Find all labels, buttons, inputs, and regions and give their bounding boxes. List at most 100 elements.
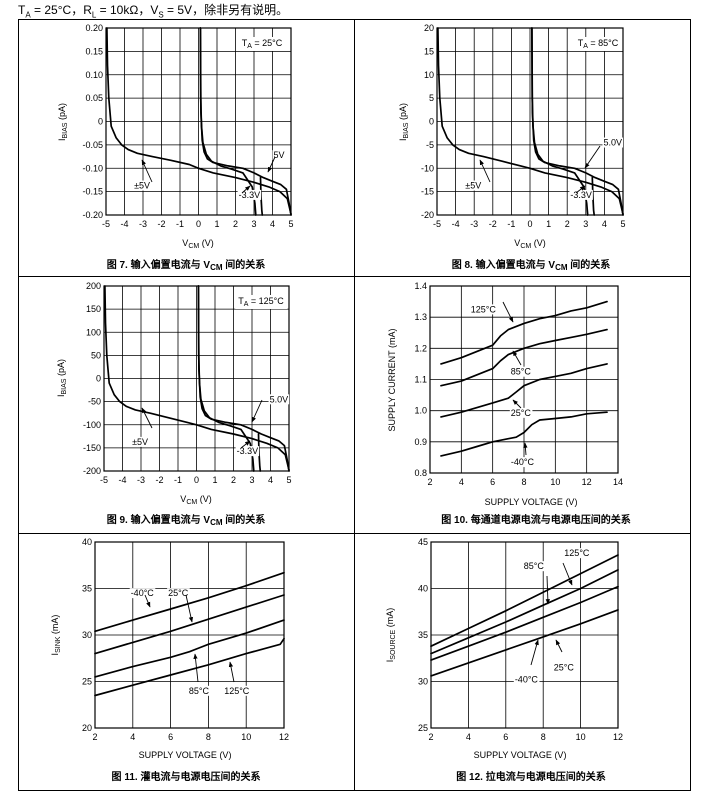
figure-caption: 图 11. 灌电流与电源电压间的关系 <box>112 770 261 783</box>
annotation-background <box>167 588 190 599</box>
chart-fig7: -5 -4 -3 -2 -1 0 1 2 3 4 5 0.20 0.15 0.10 0.05 0 -0.05 -0… <box>57 23 294 272</box>
annotation-arrow <box>523 442 528 456</box>
chart-fig9: -5 -4 -3 -2 -1 0 1 2 3 4 5 200 150 100 50 0 -50 -100 -150 -… <box>56 281 292 527</box>
figure-caption: 图 12. 拉电流与电源电压间的关系 <box>456 770 605 783</box>
annotation-arrow <box>141 407 153 429</box>
plot-frame <box>105 27 292 216</box>
y-tick-label: 200 <box>86 281 101 291</box>
figure-caption: 图 9. 输入偏置电流与 VCM 间的关系 <box>107 513 266 527</box>
annotation-arrow <box>141 159 153 183</box>
series-line <box>106 27 292 215</box>
plot-frame <box>94 541 285 729</box>
x-tick-label: -4 <box>452 219 460 229</box>
series-annotation: 25°C <box>168 588 189 598</box>
y-tick-label: -50 <box>88 397 101 407</box>
series-annotation: 85°C <box>511 367 532 377</box>
annotation-arrow <box>240 440 251 449</box>
y-tick-label: 0.15 <box>85 46 103 56</box>
annotation-background <box>131 436 150 447</box>
annotation-background <box>469 304 498 315</box>
annotation-arrow <box>241 185 251 194</box>
annotation-arrow <box>479 159 491 183</box>
y-axis-label: ISINK (mA) <box>50 615 62 656</box>
y-axis-label: IBIAS (pA) <box>398 103 410 141</box>
y-tick-label: 35 <box>418 630 428 640</box>
annotation-background <box>509 366 533 377</box>
series-annotation: 125°C <box>224 686 250 696</box>
x-tick-label: 0 <box>196 219 201 229</box>
series-line <box>430 609 619 677</box>
annotation-background <box>187 685 211 696</box>
annotation-background <box>272 150 286 161</box>
annotation-background <box>133 180 152 191</box>
annotation-background <box>513 674 540 685</box>
y-tick-label: 1.4 <box>414 281 427 291</box>
y-tick-label: 0 <box>96 374 101 384</box>
x-tick-label: -5 <box>433 219 441 229</box>
y-tick-label: 15 <box>424 46 434 56</box>
annotation-background <box>235 446 260 457</box>
y-tick-label: 1.2 <box>414 343 427 353</box>
series-annotation: -40°C <box>131 588 155 598</box>
y-tick-label: -20 <box>421 210 434 220</box>
y-tick-label: 25 <box>418 723 428 733</box>
x-tick-label: 6 <box>168 732 173 742</box>
series-annotation: 85°C <box>189 686 210 696</box>
y-tick-label: 100 <box>86 327 101 337</box>
x-tick-label: 5 <box>620 219 625 229</box>
x-tick-label: 1 <box>212 475 217 485</box>
x-tick-label: 4 <box>466 732 471 742</box>
annotation-arrow <box>144 594 151 608</box>
y-tick-label: 30 <box>82 630 92 640</box>
y-tick-label: 40 <box>418 584 428 594</box>
series-line <box>94 637 285 697</box>
y-tick-label: 45 <box>418 537 428 547</box>
annotation-background <box>569 189 593 200</box>
series-line <box>257 433 262 472</box>
annotation-arrow <box>512 399 522 409</box>
x-tick-label: -3 <box>137 475 145 485</box>
annotation-arrow <box>575 185 586 194</box>
x-axis-label: SUPPLY VOLTAGE (V) <box>485 497 578 507</box>
y-tick-label: 20 <box>82 723 92 733</box>
series-annotation: -3.3V <box>239 190 261 200</box>
series-line <box>199 27 292 216</box>
series-annotation: 5.0V <box>604 138 623 148</box>
x-tick-label: 0 <box>194 475 199 485</box>
x-tick-label: 5 <box>288 219 293 229</box>
annotation-background <box>509 457 536 468</box>
annotation-arrow <box>545 575 550 605</box>
annotation-arrow <box>185 594 194 623</box>
annotation-arrow <box>584 145 601 169</box>
x-tick-label: 2 <box>233 219 238 229</box>
x-tick-label: 10 <box>576 732 586 742</box>
y-tick-label: 1.1 <box>414 375 427 385</box>
conditions-header: TA = 25°C，RL = 10kΩ，VS = 5V，除非另有说明。 <box>18 3 289 20</box>
x-tick-label: -3 <box>139 219 147 229</box>
x-tick-label: 1 <box>546 219 551 229</box>
series-annotation: 125°C <box>564 548 590 558</box>
y-tick-label: 0.20 <box>85 23 103 33</box>
series-annotation: -40°C <box>515 675 539 685</box>
x-tick-label: 10 <box>241 732 251 742</box>
x-tick-label: -3 <box>470 219 478 229</box>
y-axis-label: SUPPLY CURRENT (mA) <box>387 328 397 431</box>
series-line <box>104 285 290 471</box>
annotation-arrow <box>502 301 514 323</box>
annotation-background <box>602 137 624 148</box>
series-line <box>94 619 285 678</box>
y-tick-label: 1.0 <box>414 406 427 416</box>
x-tick-label: 2 <box>428 732 433 742</box>
series-annotation: ±5V <box>134 181 150 191</box>
x-tick-label: 3 <box>249 475 254 485</box>
x-tick-label: 4 <box>459 477 464 487</box>
legend-temperature: TA = 125°C <box>238 296 284 308</box>
y-tick-label: 10 <box>424 70 434 80</box>
x-tick-label: -2 <box>489 219 497 229</box>
y-tick-label: 0.8 <box>414 468 427 478</box>
annotation-arrow <box>267 156 276 173</box>
y-tick-label: -100 <box>83 420 101 430</box>
legend-temperature: TA = 25°C <box>242 38 283 50</box>
series-line <box>430 585 619 661</box>
plot-frame <box>429 285 619 474</box>
